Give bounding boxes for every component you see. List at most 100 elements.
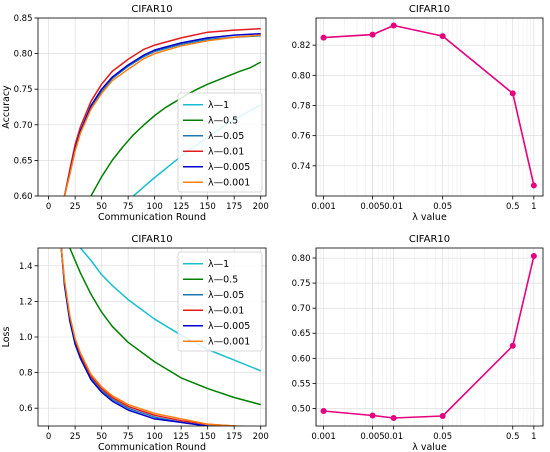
data-point (320, 407, 327, 414)
data-point (390, 22, 397, 29)
x-tick-label: 0 (46, 432, 51, 442)
y-axis-label: Accuracy (1, 85, 12, 129)
series-line-4 (63, 27, 261, 196)
legend-label: λ—0.005 (208, 321, 250, 332)
y-tick-label: 0.75 (292, 279, 311, 289)
y-tick-label: 0.74 (292, 162, 311, 172)
y-tick-label: 1.4 (19, 262, 33, 272)
series-line-1 (323, 255, 535, 419)
series-line-5 (60, 248, 219, 426)
y-tick-label: 0.60 (292, 354, 311, 364)
series-line-6 (63, 34, 261, 196)
x-tick-label: 0.005 (360, 202, 384, 212)
legend-label: λ—0.001 (208, 337, 250, 348)
legend-label: λ—1 (208, 259, 229, 270)
legend-label: λ—0.5 (208, 275, 238, 286)
y-tick-label: 0.78 (292, 101, 311, 111)
y-axis-label: Loss (1, 327, 12, 348)
y-tick-label: 1.0 (19, 333, 33, 343)
chart-panel-1: 0 25 50 75 100 125 150 175 200 0.60 0.65 0.70 0.75 0.… (1, 4, 269, 223)
chart-title: CIFAR10 (131, 234, 172, 245)
x-tick-label: 175 (226, 432, 242, 442)
chart-panel-3: 0 25 50 75 100 125 150 175 200 0.6 0.8 1.0 1.2 1.4 CIF… (1, 234, 269, 452)
x-tick-label: 0.5 (506, 432, 520, 442)
legend-label: λ—0.001 (208, 178, 250, 189)
y-tick-label: 0.50 (292, 404, 311, 414)
x-tick-label: 1 (531, 432, 536, 442)
x-tick-label: 50 (96, 432, 107, 442)
data-point (530, 253, 537, 260)
x-tick-label: 125 (173, 432, 189, 442)
legend-label: λ—0.5 (208, 116, 238, 127)
y-tick-label: 0.76 (292, 132, 311, 142)
x-tick-label: 1 (531, 202, 536, 212)
series-line-2 (90, 61, 262, 196)
chart-panel-2: 0.001 0.005 0.01 0.05 0.5 1 0.74 0.76 0.78 0.80 0.… (292, 4, 544, 223)
y-tick-label: 0.75 (14, 85, 33, 95)
x-tick-label: 125 (173, 202, 189, 212)
data-point (320, 34, 327, 41)
x-tick-label: 0.01 (384, 432, 403, 442)
x-tick-label: 175 (226, 202, 242, 212)
data-point (509, 342, 516, 349)
x-axis-label: λ value (412, 212, 447, 223)
y-tick-label: 0.70 (14, 121, 33, 131)
y-tick-label: 0.85 (14, 14, 33, 24)
data-point (439, 33, 446, 40)
chart-title: CIFAR10 (409, 234, 450, 245)
x-axis-label: λ value (412, 442, 447, 452)
chart-panel-4: 0.001 0.005 0.01 0.05 0.5 1 0.50 0.55 0.60 0.65 0.… (292, 234, 544, 452)
y-tick-label: 0.80 (292, 71, 311, 81)
plot-frame (37, 247, 267, 427)
plot-frame (315, 247, 544, 427)
x-tick-label: 0.01 (384, 202, 403, 212)
x-tick-label: 100 (147, 202, 163, 212)
y-tick-label: 0.65 (292, 329, 311, 339)
legend-label: λ—0.05 (208, 290, 244, 301)
y-tick-label: 0.80 (14, 50, 33, 60)
y-tick-label: 0.8 (19, 369, 33, 379)
x-tick-label: 150 (200, 202, 216, 212)
x-tick-label: 100 (147, 432, 163, 442)
x-tick-label: 200 (253, 202, 269, 212)
x-tick-label: 0.05 (433, 432, 452, 442)
x-tick-label: 0.001 (311, 432, 335, 442)
x-tick-label: 0.005 (360, 432, 384, 442)
legend-label: λ—1 (208, 100, 229, 111)
series-line-1 (323, 24, 535, 186)
legend-label: λ—0.05 (208, 131, 244, 142)
x-tick-label: 50 (96, 202, 107, 212)
x-tick-label: 25 (70, 432, 81, 442)
x-tick-label: 0 (46, 202, 51, 212)
legend-label: λ—0.01 (208, 147, 244, 158)
x-tick-label: 75 (123, 202, 134, 212)
y-tick-label: 0.82 (292, 41, 311, 51)
series-line-6 (60, 248, 246, 426)
legend-label: λ—0.005 (208, 162, 250, 173)
data-point (369, 412, 376, 419)
y-tick-label: 0.55 (292, 379, 311, 389)
y-tick-label: 1.2 (19, 297, 33, 307)
plot-frame (37, 17, 267, 197)
y-tick-label: 0.6 (19, 404, 33, 414)
y-tick-label: 0.70 (292, 304, 311, 314)
series-line-1 (79, 248, 261, 372)
x-tick-label: 0.001 (311, 202, 335, 212)
data-point (390, 414, 397, 421)
chart-title: CIFAR10 (409, 4, 450, 15)
data-point (530, 182, 537, 189)
x-tick-label: 0.05 (433, 202, 452, 212)
plot-frame (315, 17, 544, 197)
data-point (439, 412, 446, 419)
data-point (509, 90, 516, 97)
x-axis-label: Communication Round (98, 442, 206, 452)
x-tick-label: 200 (253, 432, 269, 442)
data-point (369, 31, 376, 38)
y-tick-label: 0.65 (14, 156, 33, 166)
legend-label: λ—0.01 (208, 306, 244, 317)
y-tick-label: 0.80 (292, 254, 311, 264)
x-tick-label: 25 (70, 202, 81, 212)
x-tick-label: 0.5 (506, 202, 520, 212)
series-line-2 (69, 248, 261, 406)
